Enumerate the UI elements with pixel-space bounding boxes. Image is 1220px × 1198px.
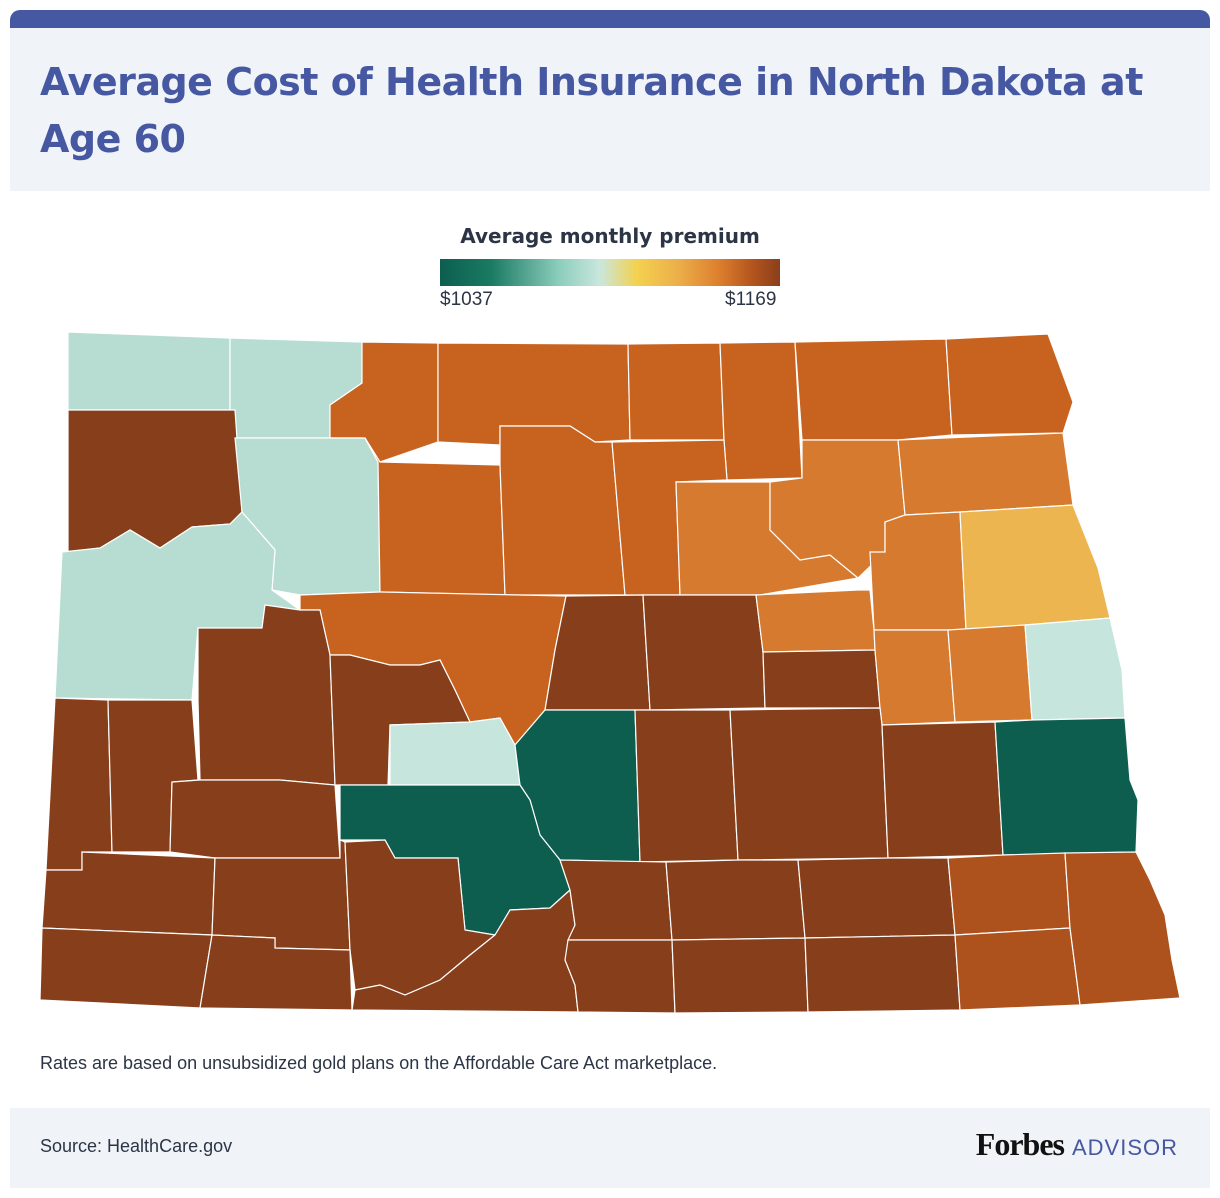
top-accent-bar [10,10,1210,30]
north-dakota-map [0,320,1220,1020]
county [559,859,673,941]
county [994,717,1139,856]
county [954,927,1081,1011]
logo-advisor: ADVISOR [1071,1135,1178,1160]
county [947,852,1071,936]
county [762,649,881,709]
county [729,707,889,861]
county [873,629,956,726]
county [719,341,803,481]
county [564,939,676,1014]
map-svg [39,331,1181,1014]
county [169,779,341,859]
county [947,624,1033,723]
county [665,859,806,941]
county [39,927,213,1009]
county [499,425,626,596]
legend-color-scale [440,259,780,286]
page-title: Average Cost of Health Insurance in Nort… [40,60,1143,161]
county [881,721,1004,859]
county [199,934,353,1011]
county [1064,851,1181,1006]
county [945,333,1074,436]
forbes-advisor-logo: Forbes ADVISOR [976,1126,1178,1163]
county [634,709,739,863]
legend-title: Average monthly premium [460,224,760,248]
county [794,338,953,441]
county [627,342,725,441]
header: Average Cost of Health Insurance in Nort… [10,28,1210,191]
county [869,511,967,631]
footnote: Rates are based on unsubsidized gold pla… [40,1053,718,1073]
county [642,594,766,711]
county [54,511,301,701]
county [897,432,1074,516]
county [364,437,506,596]
county [67,331,231,411]
county [389,717,521,786]
footer: Source: HealthCare.gov Forbes ADVISOR [10,1108,1210,1188]
legend-max-label: $1169 [725,289,777,310]
county [671,937,809,1014]
legend-min-label: $1037 [440,289,493,310]
county [797,857,956,939]
county [755,589,876,653]
county [959,504,1111,631]
source-text: Source: HealthCare.gov [40,1136,233,1156]
county [197,604,336,786]
county [45,697,113,871]
logo-forbes: Forbes [975,1126,1065,1162]
county [1024,617,1126,721]
county [804,934,961,1013]
